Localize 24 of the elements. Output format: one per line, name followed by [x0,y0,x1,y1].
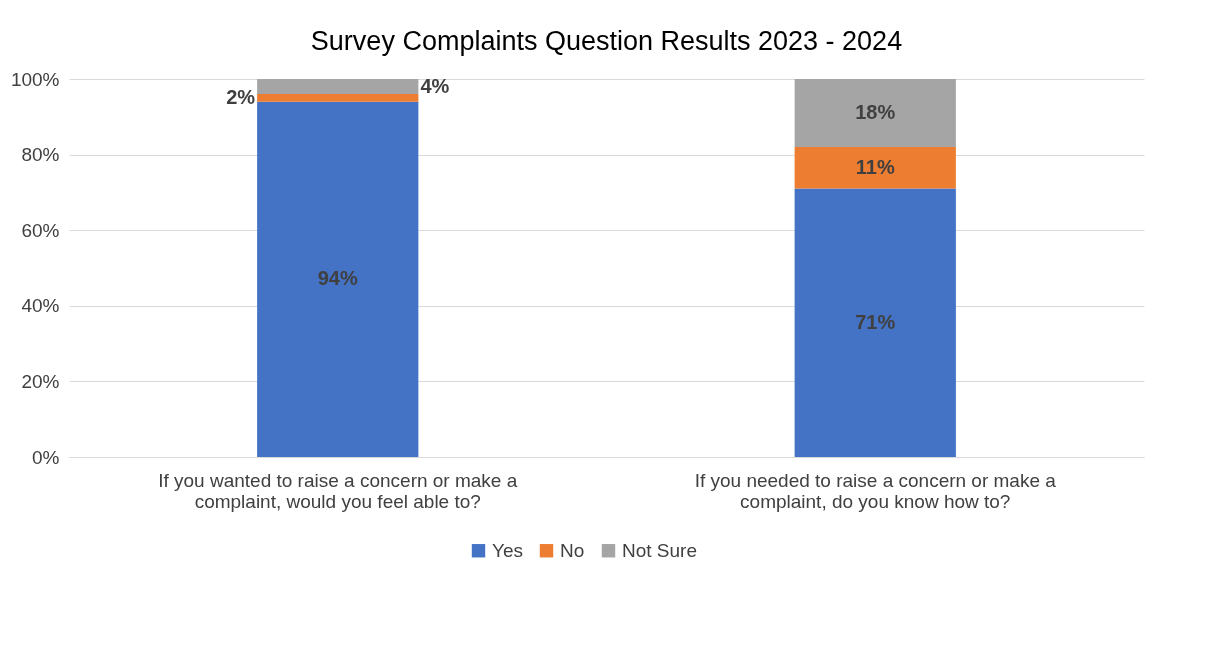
data-label: 2% [226,85,256,108]
data-label: 18% [855,101,896,124]
bar [257,94,419,102]
bar [794,188,956,457]
data-label: 94% [317,267,358,290]
bar [257,101,419,457]
bar [794,147,956,189]
data-label: 71% [855,310,896,333]
x-tick-label: If you wanted to raise a concern or make a complaint, would you feel able to? [158,469,518,512]
data-label: 11% [855,155,895,178]
y-tick-label: 100% [10,68,60,90]
data-label: 4% [420,74,450,97]
bar [794,79,956,148]
y-tick-label: 40% [21,295,60,317]
y-tick-label: 80% [21,144,60,166]
legend-label: Not Sure [622,539,697,561]
y-tick-label: 20% [21,370,60,392]
y-tick-label: 0% [32,446,60,468]
y-tick-label: 60% [21,219,60,241]
legend-label: Yes [492,539,523,561]
chart-title: Survey Complaints Question Results 2023 - 2024 [310,26,903,56]
bar [257,79,419,95]
x-tick-label: If you needed to raise a concern or make a complaint, do you know how to? [694,469,1057,512]
legend-label: No [560,539,585,561]
